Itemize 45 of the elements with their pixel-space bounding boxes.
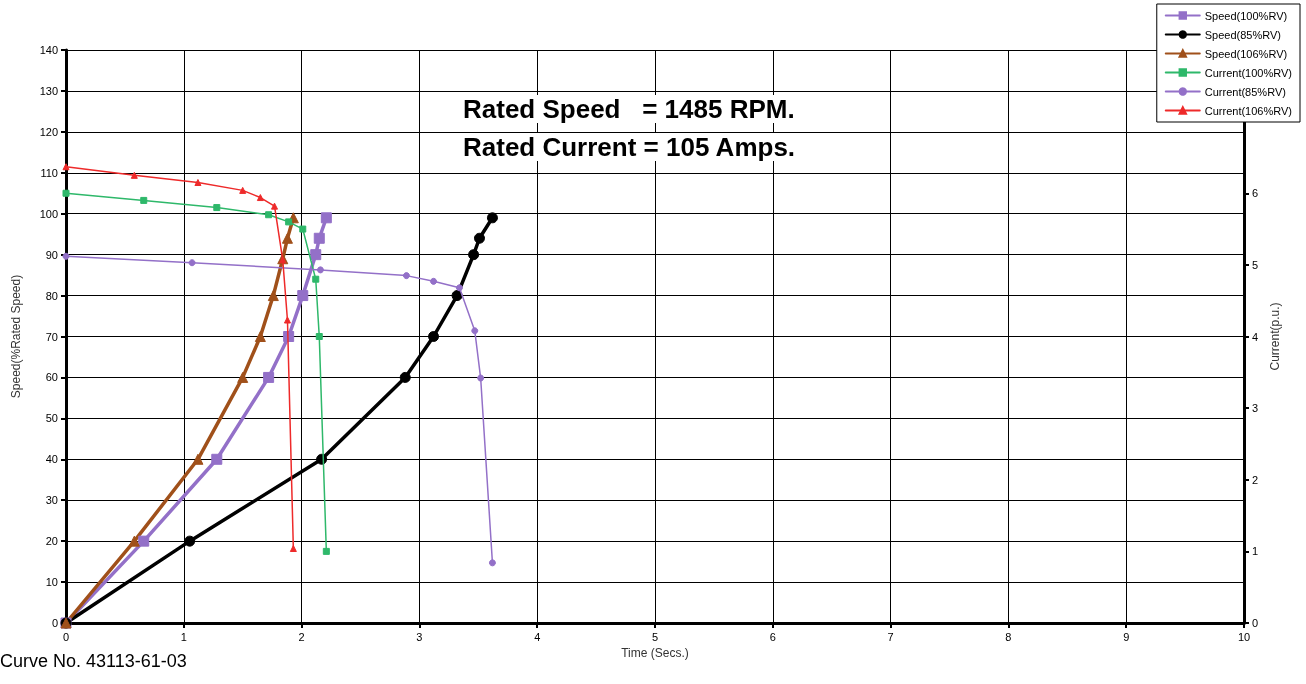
y-tick-label: 100: [39, 207, 58, 220]
y-tick-label: 40: [45, 453, 58, 466]
x-tick-label: 0: [62, 630, 70, 643]
y2-tick-label: 2: [1252, 473, 1259, 486]
y-tick-label: 20: [45, 535, 58, 548]
y-tick-label: 130: [39, 84, 58, 97]
y-tick-label: 90: [45, 248, 58, 261]
legend-label: Current(106%RV): [1204, 104, 1293, 117]
legend-label: Speed(85%RV): [1204, 28, 1282, 41]
annotation: Rated Current = 105 Amps.: [463, 132, 796, 162]
y-axis-title: Speed(%Rated Speed): [9, 274, 23, 399]
y2-tick-label: 1: [1252, 545, 1259, 558]
x-tick-label: 5: [651, 630, 659, 643]
y-tick-label: 60: [45, 371, 58, 384]
y-tick-label: 80: [45, 289, 58, 302]
x-tick-label: 4: [534, 630, 541, 643]
y2-tick-label: 0: [1252, 617, 1259, 629]
annotation: Rated Speed = 1485 RPM.: [463, 94, 795, 124]
x-tick-label: 8: [1005, 630, 1012, 643]
x-tick-label: 6: [769, 630, 776, 643]
y2-axis-title: Current(p.u.): [1268, 302, 1283, 371]
y2-tick-label: 5: [1252, 258, 1259, 271]
x-tick-label: 10: [1237, 630, 1251, 643]
legend-label: Speed(100%RV): [1204, 9, 1288, 22]
x-tick-label: 7: [887, 630, 894, 643]
x-tick-label: 3: [416, 630, 423, 643]
y-tick-label: 50: [45, 412, 58, 425]
y-tick-label: 10: [45, 576, 58, 589]
y2-tick-label: 6: [1252, 187, 1259, 200]
text: Curve No. 43113-61-03: [0, 651, 187, 671]
y-tick-label: 110: [40, 166, 58, 179]
x-tick-label: 1: [180, 630, 187, 643]
legend-label: Current(85%RV): [1204, 85, 1286, 98]
y2-tick-label: 4: [1252, 330, 1259, 343]
y-tick-label: 120: [39, 125, 58, 138]
legend-label: Current(100%RV): [1204, 66, 1293, 79]
y2-tick-label: 3: [1252, 402, 1259, 415]
x-axis-title: Time (Secs.): [621, 645, 689, 660]
y-tick-label: 70: [45, 330, 58, 343]
legend-label: Speed(106%RV): [1204, 47, 1288, 60]
x-tick-label: 9: [1123, 630, 1130, 643]
y-tick-label: 0: [51, 617, 58, 629]
y-tick-label: 140: [39, 44, 58, 56]
x-tick-label: 2: [298, 630, 305, 643]
y-tick-label: 30: [45, 494, 58, 507]
